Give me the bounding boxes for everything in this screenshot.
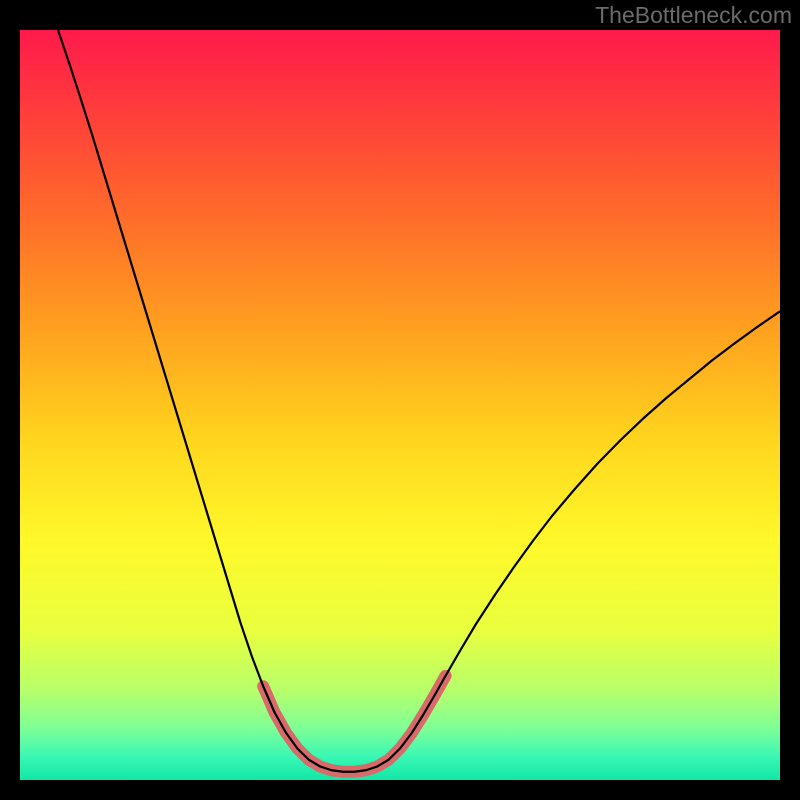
bottleneck-curve-main	[58, 30, 780, 772]
chart-frame: TheBottleneck.com	[0, 0, 800, 800]
plot-area	[20, 30, 780, 780]
watermark-text: TheBottleneck.com	[595, 2, 792, 29]
curve-layer	[20, 30, 780, 780]
